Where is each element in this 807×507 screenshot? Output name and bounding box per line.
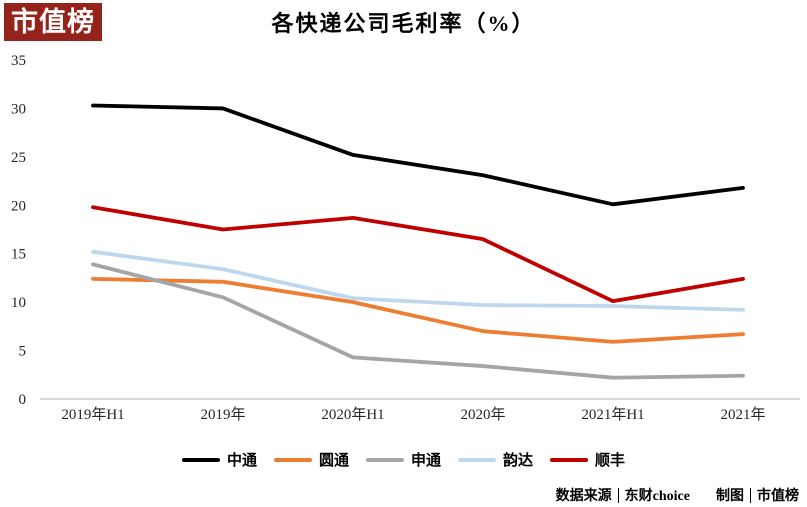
legend-swatch-icon — [550, 457, 589, 462]
legend-label: 申通 — [410, 453, 441, 469]
legend-item-申通: 申通 — [365, 449, 441, 470]
y-tick-label: 35 — [11, 53, 26, 69]
legend-label: 圆通 — [318, 453, 349, 469]
legend-swatch-icon — [181, 457, 220, 462]
chart-title: 各快递公司毛利率（%） — [271, 11, 536, 36]
legend-swatch-icon — [458, 457, 496, 462]
source-label: 数据来源 — [555, 489, 612, 504]
x-tick-label: 2020年H1 — [321, 406, 384, 423]
maker-label: 制图 — [716, 489, 744, 504]
y-tick-label: 20 — [11, 198, 26, 214]
legend-label: 韵达 — [503, 453, 534, 469]
separator-bar — [617, 487, 619, 503]
y-tick-label: 10 — [11, 295, 26, 311]
series-line-顺丰 — [91, 205, 745, 304]
maker-value: 市值榜 — [757, 489, 799, 504]
series-line-圆通 — [91, 276, 745, 344]
y-tick-label: 5 — [19, 344, 27, 360]
legend-item-顺丰: 顺丰 — [550, 449, 625, 470]
x-tick-label: 2021年 — [720, 406, 765, 423]
legend-label: 中通 — [226, 453, 257, 469]
legend-swatch-icon — [273, 457, 312, 462]
legend-item-韵达: 韵达 — [458, 449, 533, 470]
y-tick-label: 25 — [11, 150, 26, 166]
y-tick-label: 30 — [11, 101, 26, 117]
source-value: 东财choice — [624, 489, 690, 504]
series-line-韵达 — [91, 249, 745, 312]
legend-item-圆通: 圆通 — [273, 449, 349, 470]
series-line-申通 — [91, 262, 745, 380]
brand-logo: 市值榜 — [4, 3, 102, 41]
legend-item-中通: 中通 — [181, 449, 257, 470]
source-note: 数据来源 东财choice 制图 市值榜 — [556, 485, 799, 505]
legend-label: 顺丰 — [595, 453, 626, 469]
x-tick-label: 2019年 — [200, 406, 245, 423]
chart-legend: 中通 圆通 申通 韵达 顺丰 — [0, 449, 807, 470]
y-tick-label: 15 — [11, 247, 26, 263]
separator-bar — [750, 487, 751, 503]
x-tick-label: 2019年H1 — [61, 406, 124, 423]
legend-swatch-icon — [365, 457, 404, 462]
x-tick-label: 2021年H1 — [581, 406, 644, 423]
series-line-中通 — [91, 103, 745, 207]
y-tick-label: 0 — [19, 392, 27, 408]
x-tick-label: 2020年 — [460, 406, 505, 423]
